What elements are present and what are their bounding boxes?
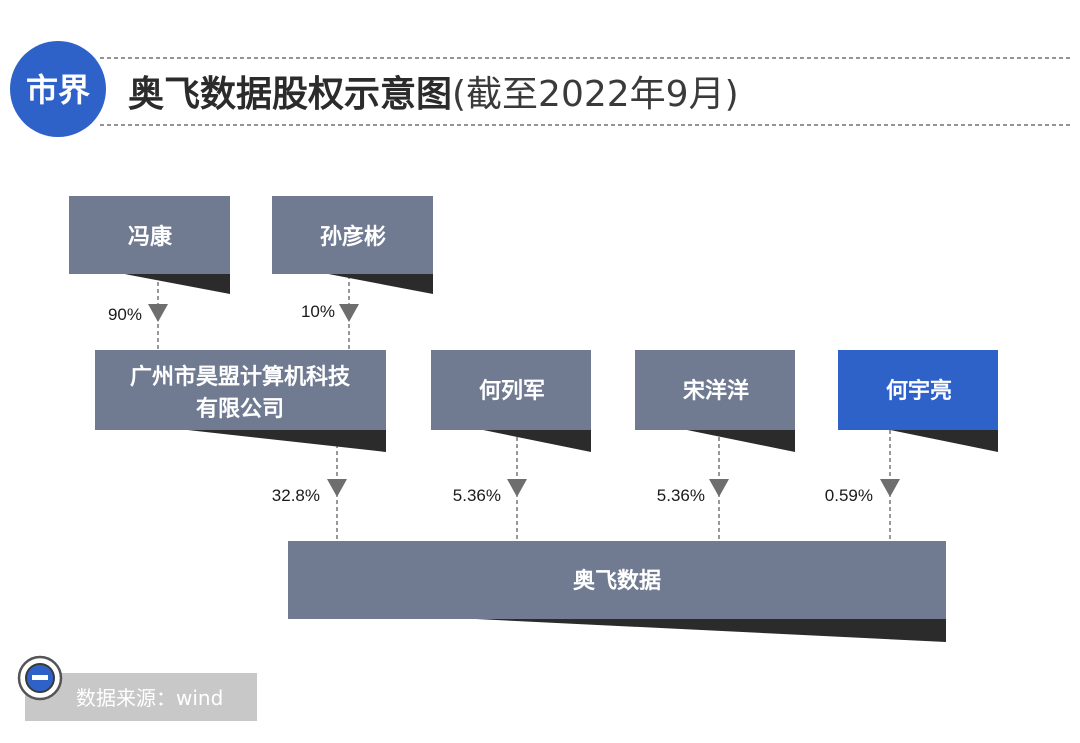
source-text: 数据来源：wind (76, 686, 223, 710)
node-label-line2: 有限公司 (196, 396, 284, 422)
node-label: 何列军 (479, 378, 545, 404)
node-box (838, 350, 998, 430)
badge-circle (10, 41, 106, 137)
edge-label-heyuliang: 0.59% (825, 486, 873, 505)
node-feng-kang: 冯康 (69, 196, 230, 294)
title-main: 奥飞数据股权示意图 (128, 74, 452, 115)
node-he-liejun: 何列军 (431, 350, 591, 452)
node-box (635, 350, 795, 430)
minus-icon (32, 675, 48, 680)
node-label-line1: 广州市昊盟计算机科技 (130, 364, 351, 390)
node-label: 冯康 (128, 224, 173, 250)
node-song-yangyang: 宋洋洋 (635, 350, 795, 452)
arrow-down-icon (327, 479, 347, 497)
node-box (288, 541, 946, 619)
edge-label-haomeng: 32.8% (272, 486, 320, 505)
arrow-down-icon (507, 479, 527, 497)
percent-labels: 90% 10% 32.8% 5.36% 5.36% 0.59% (108, 302, 873, 505)
node-label: 宋洋洋 (683, 378, 749, 404)
header: 市界 奥飞数据股权示意图(截至2022年9月) (10, 41, 1070, 137)
page-title: 奥飞数据股权示意图(截至2022年9月) (128, 74, 739, 115)
node-box (272, 196, 433, 274)
edge-label-songyangyang: 5.36% (657, 486, 705, 505)
node-label: 孙彦彬 (320, 224, 386, 250)
node-box (95, 350, 386, 430)
arrow-down-icon (709, 479, 729, 497)
arrow-heads (148, 304, 900, 497)
node-label: 何宇亮 (886, 378, 952, 404)
source-bg (25, 673, 257, 721)
node-box (431, 350, 591, 430)
node-box (69, 196, 230, 274)
edge-label-fengkang: 90% (108, 305, 142, 324)
arrow-down-icon (339, 304, 359, 322)
arrow-down-icon (880, 479, 900, 497)
node-haomeng-company: 广州市昊盟计算机科技 有限公司 (95, 350, 386, 452)
node-sun-yanbin: 孙彦彬 (272, 196, 433, 294)
edge-label-heliejun: 5.36% (453, 486, 501, 505)
node-he-yuliang: 何宇亮 (838, 350, 998, 452)
node-aofei: 奥飞数据 (288, 541, 946, 642)
node-label: 奥飞数据 (573, 568, 661, 594)
title-date: (截至2022年9月) (452, 74, 739, 115)
arrow-down-icon (148, 304, 168, 322)
source-note: 数据来源：wind (17, 655, 257, 721)
badge-text: 市界 (26, 71, 90, 109)
edge-label-sunyanbin: 10% (301, 302, 335, 321)
